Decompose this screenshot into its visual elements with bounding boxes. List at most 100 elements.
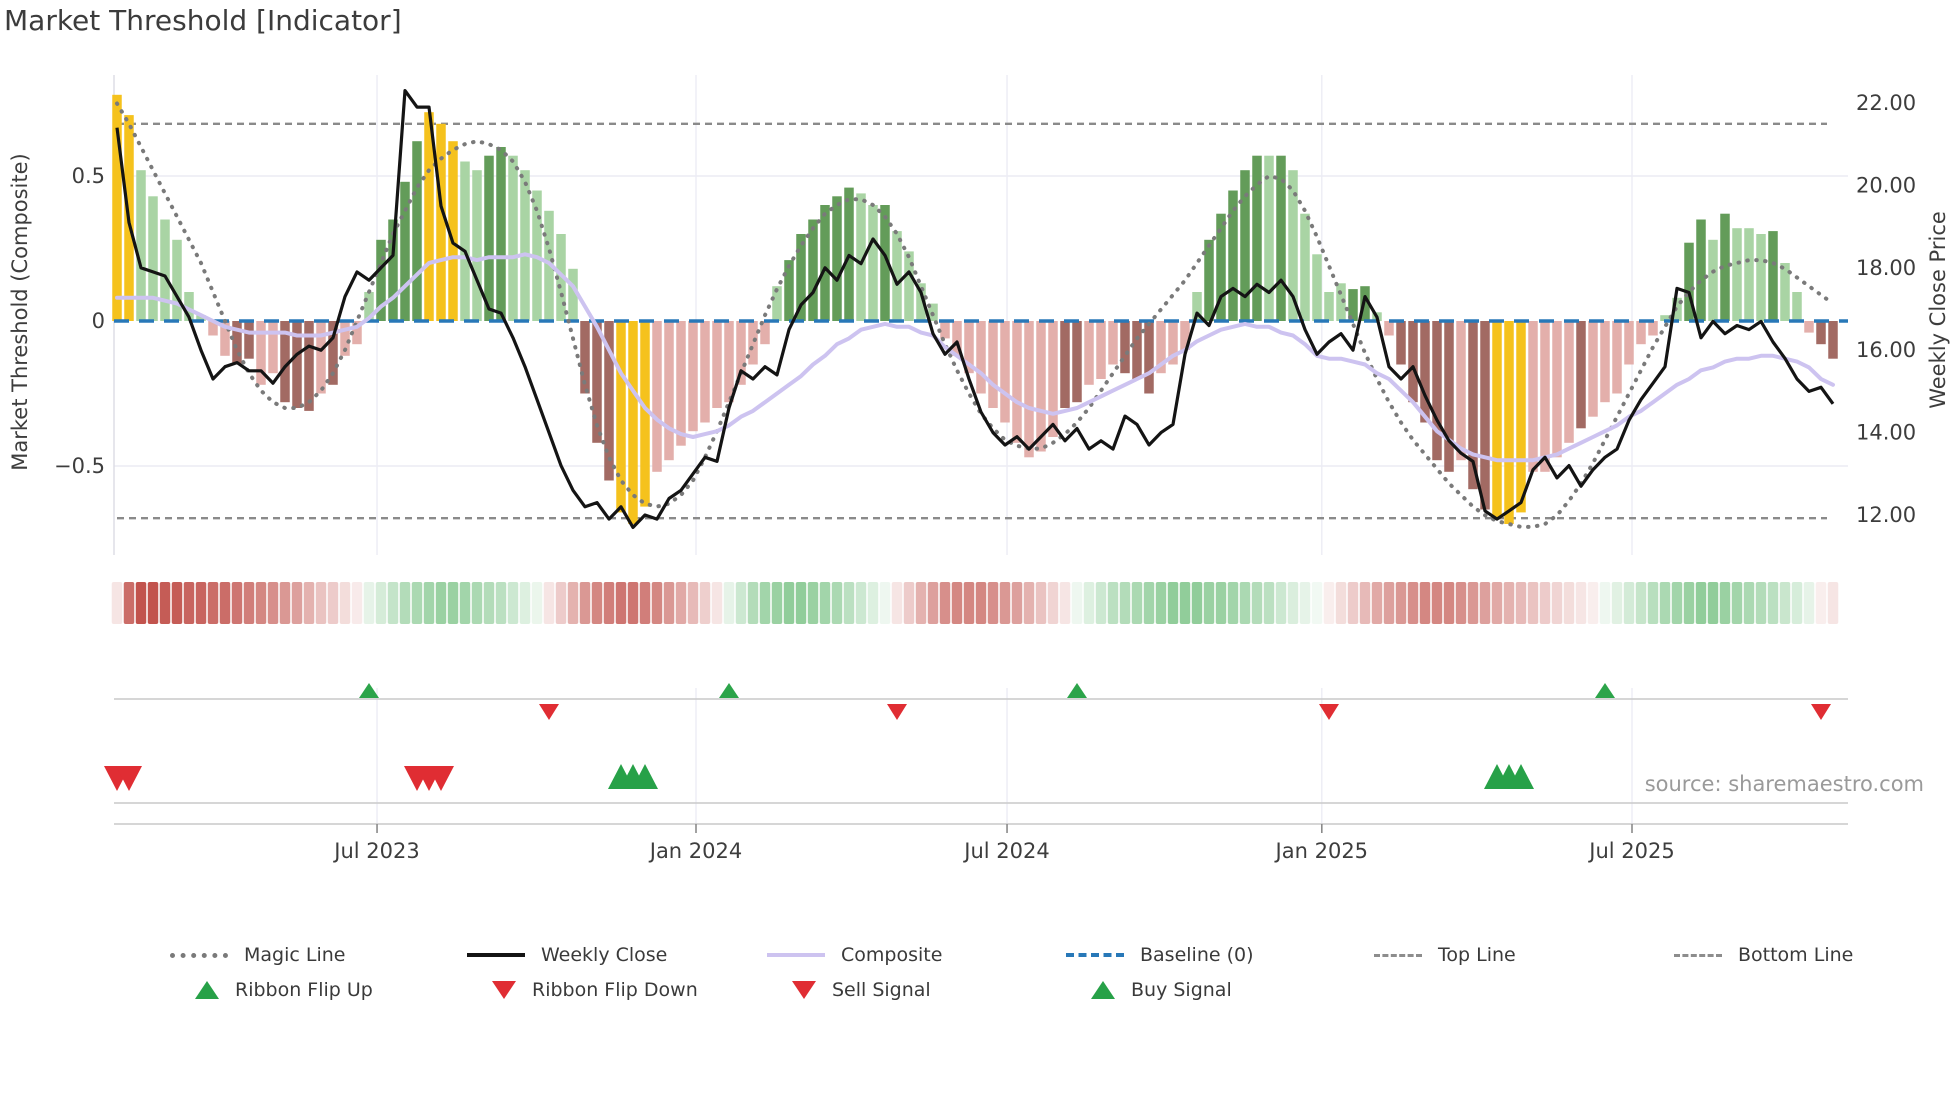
threshold-bar xyxy=(1216,213,1226,321)
threshold-bar xyxy=(1432,321,1442,461)
ribbon-cell xyxy=(1551,582,1563,624)
threshold-bar xyxy=(832,196,842,321)
threshold-bar xyxy=(964,321,974,374)
ribbon-cell xyxy=(1299,582,1311,624)
ribbon-flip-up-marker xyxy=(359,683,379,698)
threshold-bar xyxy=(1480,321,1490,510)
threshold-bar xyxy=(1552,321,1562,458)
threshold-bar xyxy=(1276,155,1286,321)
ribbon-cell xyxy=(1107,582,1119,624)
threshold-bar xyxy=(1648,321,1658,336)
right-axis-tick-label: 16.00 xyxy=(1856,338,1916,362)
legend-item-buy-signal: Buy Signal xyxy=(1074,975,1232,1005)
ribbon-cell xyxy=(1143,582,1155,624)
ribbon-cell xyxy=(423,582,435,624)
ribbon-cell xyxy=(555,582,567,624)
threshold-bar xyxy=(1336,283,1346,321)
ribbon-cell xyxy=(135,582,147,624)
threshold-bar xyxy=(772,286,782,321)
ribbon-cell xyxy=(1179,582,1191,624)
threshold-bar xyxy=(1180,321,1190,350)
ribbon-cell xyxy=(951,582,963,624)
ribbon-cell xyxy=(1479,582,1491,624)
threshold-bar xyxy=(988,321,998,408)
threshold-bar xyxy=(184,292,194,321)
ribbon-cell xyxy=(879,582,891,624)
ribbon-cell xyxy=(567,582,579,624)
threshold-bar xyxy=(448,141,458,321)
threshold-bar xyxy=(256,321,266,385)
threshold-bar xyxy=(1468,321,1478,490)
threshold-bar xyxy=(760,321,770,345)
threshold-bar xyxy=(1084,321,1094,385)
threshold-bar xyxy=(1312,254,1322,321)
ribbon-cell xyxy=(1011,582,1023,624)
composite-swatch xyxy=(767,953,825,957)
buy-signal-marker xyxy=(1508,764,1534,789)
threshold-bar xyxy=(1396,321,1406,365)
ribbon-cell xyxy=(483,582,495,624)
threshold-bar xyxy=(160,219,170,321)
ribbon-cell xyxy=(675,582,687,624)
ribbon-cell xyxy=(1287,582,1299,624)
threshold-bar xyxy=(676,321,686,446)
ribbon-cell xyxy=(867,582,879,624)
ribbon-cell xyxy=(1083,582,1095,624)
ribbon-cell xyxy=(1491,582,1503,624)
ribbon-cell xyxy=(1767,582,1779,624)
threshold-bar xyxy=(1132,321,1142,379)
threshold-bar xyxy=(1492,321,1502,519)
ribbon-cell xyxy=(1467,582,1479,624)
ribbon-cell xyxy=(1455,582,1467,624)
ribbon-cell xyxy=(1635,582,1647,624)
down-triangle-icon xyxy=(492,981,516,999)
ribbon-cell xyxy=(1515,582,1527,624)
threshold-bar xyxy=(1792,292,1802,321)
ribbon-cell xyxy=(1131,582,1143,624)
ribbon-cell xyxy=(267,582,279,624)
threshold-bar xyxy=(1756,234,1766,321)
threshold-bar xyxy=(1636,321,1646,345)
ribbon-flip-up-marker xyxy=(1067,683,1087,698)
ribbon-cell xyxy=(699,582,711,624)
threshold-bar xyxy=(808,219,818,321)
threshold-bar xyxy=(1348,289,1358,321)
ribbon-cell xyxy=(915,582,927,624)
threshold-bar xyxy=(1036,321,1046,452)
threshold-bar xyxy=(460,161,470,321)
threshold-bar xyxy=(1624,321,1634,365)
ribbon-cell xyxy=(1779,582,1791,624)
threshold-bar xyxy=(172,239,182,321)
threshold-bar xyxy=(1540,321,1550,472)
ribbon-cell xyxy=(111,582,123,624)
threshold-bar xyxy=(1516,321,1526,513)
threshold-bar xyxy=(1024,321,1034,458)
ribbon-cell xyxy=(543,582,555,624)
threshold-bar xyxy=(1156,321,1166,374)
threshold-bar xyxy=(880,205,890,321)
ribbon-cell xyxy=(399,582,411,624)
ribbon-cell xyxy=(1443,582,1455,624)
ribbon-cell xyxy=(231,582,243,624)
ribbon-cell xyxy=(1743,582,1755,624)
legend-label: Weekly Close xyxy=(541,944,668,966)
legend-label: Ribbon Flip Up xyxy=(235,979,373,1001)
ribbon-flip-down-marker xyxy=(887,704,907,720)
threshold-bar xyxy=(1288,170,1298,321)
ribbon-cell xyxy=(1707,582,1719,624)
baseline-swatch xyxy=(1066,953,1124,957)
threshold-bar xyxy=(856,193,866,321)
legend-label: Buy Signal xyxy=(1131,979,1232,1001)
ribbon-cell xyxy=(759,582,771,624)
threshold-bar xyxy=(1768,231,1778,321)
ribbon-cell xyxy=(1791,582,1803,624)
threshold-bar xyxy=(640,321,650,507)
threshold-bar xyxy=(364,292,374,321)
dashed-line-swatch xyxy=(1674,953,1722,957)
x-axis-tick-label: Jan 2025 xyxy=(1274,839,1369,863)
ribbon-cell xyxy=(1539,582,1551,624)
ribbon-cell xyxy=(1527,582,1539,624)
threshold-bar xyxy=(1576,321,1586,429)
